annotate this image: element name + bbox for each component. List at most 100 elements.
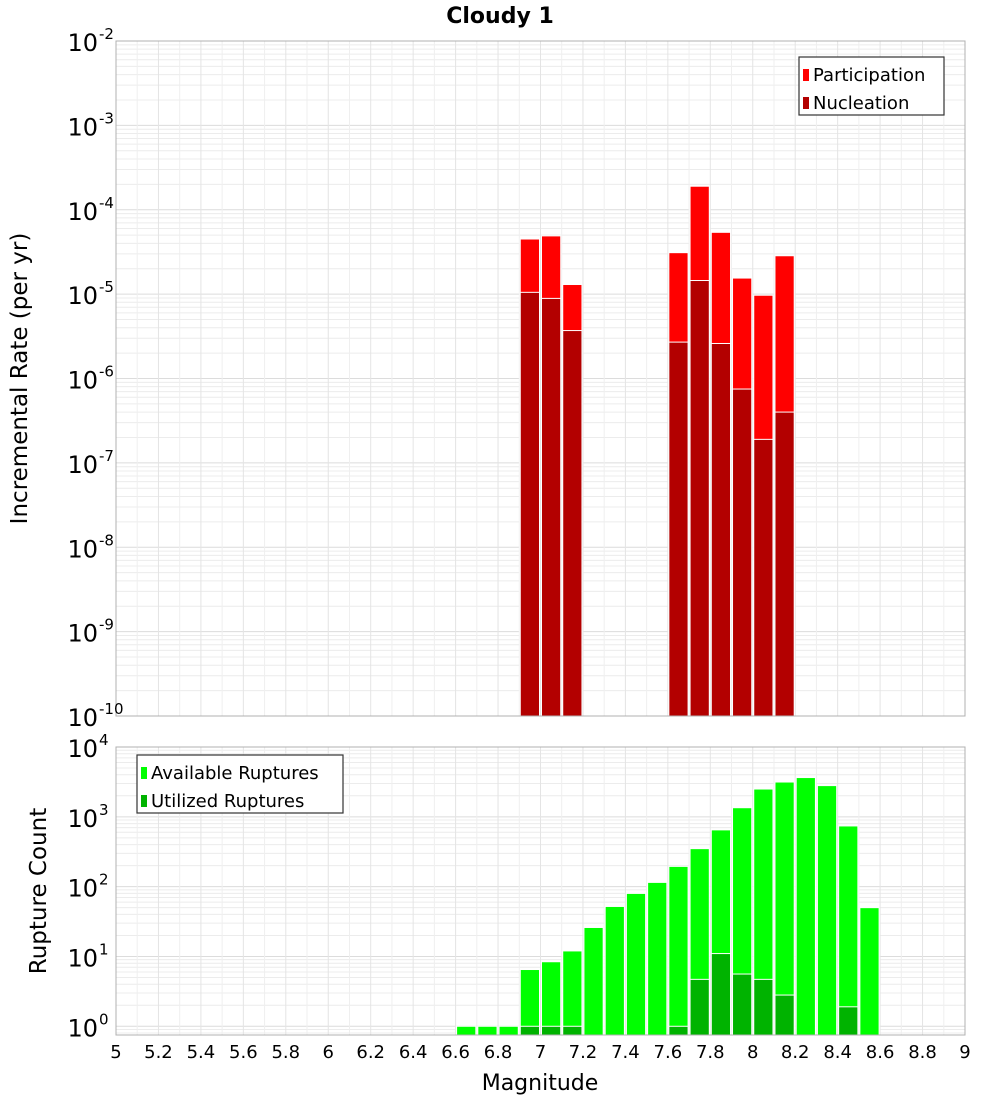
x-tick-label: 6.8 [484, 1042, 513, 1063]
bar [668, 1025, 689, 1036]
legend-box [136, 754, 344, 814]
y-tick-exponent: 2 [99, 871, 109, 889]
x-tick-label: 5.6 [229, 1042, 258, 1063]
x-tick-label: 6.4 [399, 1042, 428, 1063]
legend-label: Available Ruptures [151, 763, 319, 784]
count-v-gridlines [115, 747, 966, 1035]
bar [753, 438, 774, 717]
y-tick-label: 10 [67, 704, 98, 732]
x-tick-label: 8.4 [823, 1042, 852, 1063]
bar [456, 1025, 477, 1036]
x-tick-label: 8 [747, 1042, 758, 1063]
bar [710, 342, 732, 717]
x-tick-label: 7.4 [611, 1042, 640, 1063]
bar [519, 291, 541, 717]
x-tick-label: 6.2 [356, 1042, 385, 1063]
bar [647, 881, 668, 1036]
bar [795, 777, 816, 1036]
bar [816, 785, 838, 1036]
legend-swatch [803, 97, 809, 109]
y-tick-label: 10 [67, 367, 98, 395]
bar [541, 1025, 562, 1036]
y-tick-label: 10 [67, 875, 98, 903]
bar [498, 1025, 519, 1036]
bar [562, 330, 583, 717]
y-tick-exponent: -2 [99, 25, 114, 43]
y-tick-exponent: -3 [99, 109, 114, 127]
y-tick-label: 10 [67, 113, 98, 141]
legend-label: Utilized Ruptures [151, 791, 304, 812]
bar [732, 388, 753, 717]
chart-title: Cloudy 1 [446, 4, 554, 29]
x-tick-label: 5 [110, 1042, 121, 1063]
bar [519, 969, 541, 1036]
y-tick-label: 10 [67, 735, 98, 763]
x-tick-label: 7.6 [654, 1042, 683, 1063]
legend-swatch [141, 795, 147, 807]
y-tick-exponent: -9 [99, 616, 114, 634]
count-legend: Available Ruptures Utilized Ruptures [136, 754, 344, 814]
bar [753, 978, 774, 1036]
y-tick-exponent: 3 [99, 801, 109, 819]
y-tick-label: 10 [67, 29, 98, 57]
bar [689, 978, 710, 1036]
bar [838, 1006, 859, 1036]
x-tick-label: 7 [535, 1042, 546, 1063]
rate-series-1 [519, 280, 795, 717]
bar [477, 1025, 498, 1036]
y-tick-exponent: -10 [99, 700, 124, 718]
bar [562, 950, 583, 1036]
y-tick-exponent: -6 [99, 363, 114, 381]
bar [519, 1025, 541, 1036]
y-tick-label: 10 [67, 198, 98, 226]
bar [625, 892, 647, 1036]
bar [689, 280, 710, 717]
x-tick-label: 8.6 [866, 1042, 895, 1063]
x-tick-label: 5.8 [271, 1042, 300, 1063]
y-tick-exponent: 0 [99, 1010, 109, 1028]
x-tick-label: 5.4 [187, 1042, 216, 1063]
legend-swatch [141, 767, 147, 779]
bar [604, 905, 625, 1036]
x-tick-label: 7.2 [569, 1042, 598, 1063]
y-tick-exponent: -8 [99, 531, 114, 549]
rate-y-axis-label: Incremental Rate (per yr) [7, 233, 33, 525]
x-tick-label: 8.2 [781, 1042, 810, 1063]
x-tick-labels: 5 5.2 5.4 5.6 5.8 6 6.2 6.4 6.6 6.8 7 7.2 7.4 7.6 7.8 8… [110, 1042, 970, 1063]
y-tick-label: 10 [67, 944, 98, 972]
bar [668, 865, 689, 1036]
bar [541, 297, 562, 717]
bar [859, 907, 880, 1036]
y-tick-exponent: -7 [99, 447, 114, 465]
y-tick-label: 10 [67, 282, 98, 310]
legend-box [798, 56, 945, 116]
bar [668, 341, 689, 717]
y-tick-exponent: -4 [99, 194, 114, 212]
x-tick-label: 8.8 [908, 1042, 937, 1063]
count-series-1 [519, 953, 859, 1036]
x-tick-label: 6.6 [441, 1042, 470, 1063]
bar [732, 973, 753, 1036]
bar [774, 411, 795, 717]
y-tick-exponent: 1 [99, 940, 109, 958]
count-plot-border [115, 746, 966, 1036]
rate-plot-border [115, 40, 966, 717]
y-tick-label: 10 [67, 451, 98, 479]
legend-label: Nucleation [813, 93, 909, 114]
x-axis-label: Magnitude [482, 1071, 599, 1096]
x-tick-label: 6 [323, 1042, 334, 1063]
y-tick-label: 10 [67, 805, 98, 833]
bar [541, 961, 562, 1036]
legend-label: Participation [813, 65, 925, 86]
rate-legend: Participation Nucleation [798, 56, 945, 116]
bar [838, 825, 859, 1036]
bar [710, 953, 732, 1036]
x-tick-label: 5.2 [144, 1042, 173, 1063]
y-tick-label: 10 [67, 1014, 98, 1042]
bar [562, 1025, 583, 1036]
legend-swatch [803, 69, 809, 81]
bar [583, 926, 604, 1036]
y-tick-exponent: 4 [99, 731, 109, 749]
x-tick-label: 7.8 [696, 1042, 725, 1063]
